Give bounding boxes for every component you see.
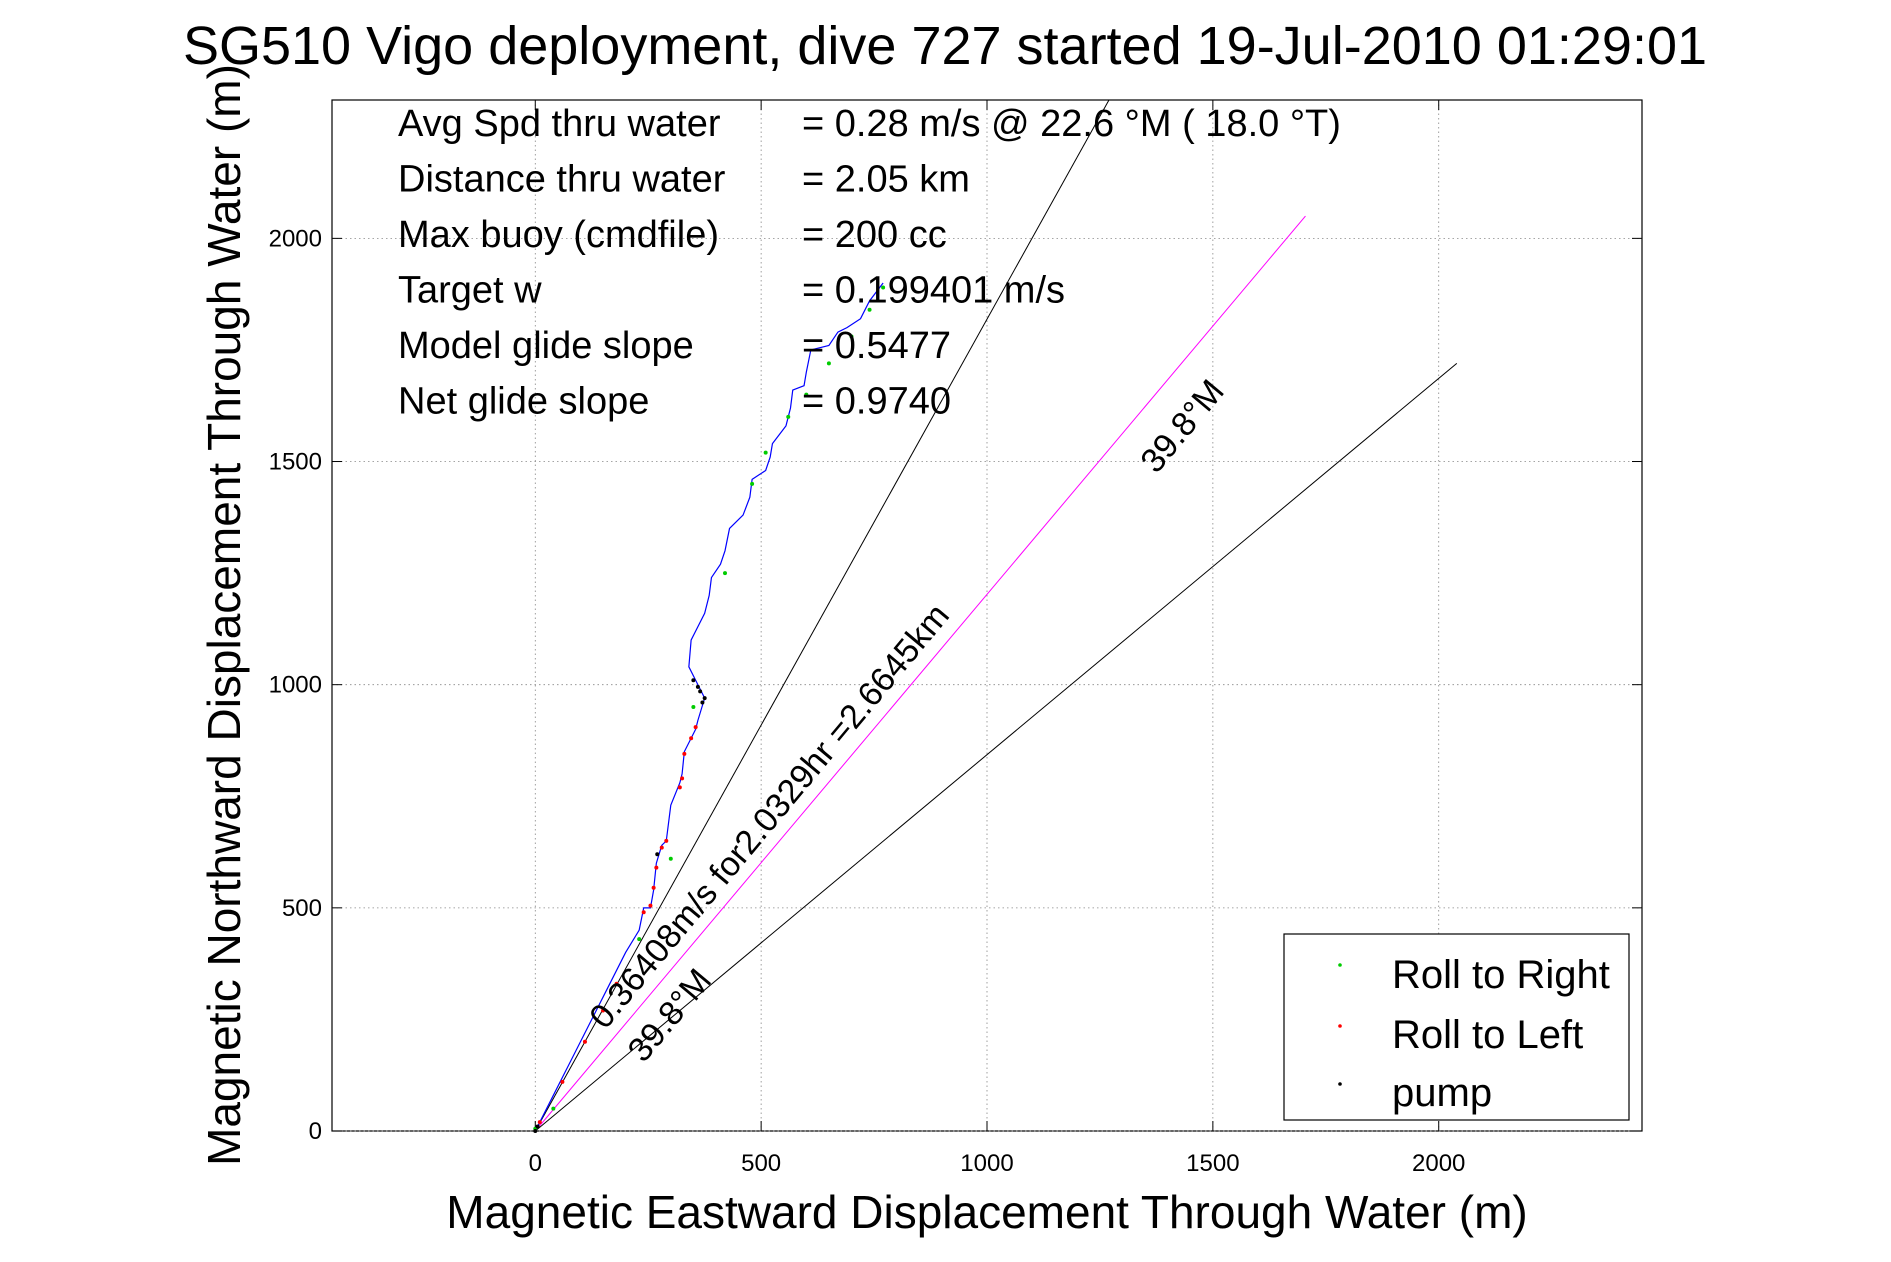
roll-to-right-point — [786, 414, 791, 419]
roll-to-left-point — [614, 981, 619, 986]
roll-to-left-point — [560, 1079, 565, 1084]
x-tick-label: 0 — [529, 1150, 542, 1177]
legend: Roll to Right Roll to Left pump — [1283, 933, 1630, 1121]
reference-lines — [534, 99, 1458, 1132]
y-tick-label: 2000 — [269, 225, 322, 252]
pump-point — [535, 1124, 540, 1129]
info-value: = 200 cc — [802, 214, 947, 256]
x-axis-label: Magnetic Eastward Displacement Through W… — [446, 1186, 1527, 1238]
y-axis-label: Magnetic Northward Displacement Through … — [198, 64, 250, 1166]
roll-to-right-point — [763, 450, 768, 455]
legend-label-pump: pump — [1392, 1071, 1492, 1115]
info-label: Model glide slope — [398, 325, 694, 367]
info-value: = 0.199401 m/s — [802, 270, 1065, 312]
y-tick-label: 500 — [282, 895, 322, 922]
info-label: Target w — [398, 270, 542, 312]
roll-to-left-point — [641, 910, 646, 915]
x-tick-label: 500 — [741, 1150, 781, 1177]
legend-marker-roll-right — [1338, 963, 1342, 967]
legend-marker-roll-left — [1338, 1024, 1342, 1028]
y-tick-labels: 0 500 1000 1500 2000 — [269, 225, 322, 1145]
info-value: = 0.28 m/s @ 22.6 °M ( 18.0 °T) — [802, 103, 1341, 145]
pump-point — [533, 1129, 538, 1133]
roll-to-left-point — [693, 725, 698, 730]
pump-point — [698, 689, 703, 694]
info-label: Net glide slope — [398, 381, 649, 423]
roll-to-left-point — [654, 865, 659, 870]
reference-line — [534, 99, 1110, 1132]
roll-to-right-point — [723, 571, 727, 576]
roll-to-left-point — [680, 776, 685, 781]
pump-point — [702, 696, 707, 701]
pump-point — [655, 852, 660, 857]
roll-to-left-point — [651, 885, 656, 890]
roll-to-right-point — [849, 334, 854, 339]
info-value: = 0.9740 — [802, 381, 951, 423]
roll-to-right-point — [867, 307, 872, 312]
series-markers — [533, 285, 886, 1133]
y-tick-label: 0 — [309, 1118, 322, 1145]
chart-title: SG510 Vigo deployment, dive 727 started … — [183, 16, 1707, 76]
reference-line — [534, 362, 1458, 1132]
roll-to-right-point — [551, 1106, 556, 1111]
legend-label-roll-right: Roll to Right — [1392, 953, 1610, 997]
roll-to-right-point — [637, 937, 642, 942]
roll-to-right-point — [804, 392, 809, 397]
roll-to-left-point — [601, 1008, 606, 1013]
glider-track — [534, 282, 884, 1132]
grid — [332, 100, 1642, 1132]
roll-to-right-point — [826, 361, 831, 366]
legend-label-roll-left: Roll to Left — [1392, 1013, 1583, 1057]
roll-to-left-point — [689, 736, 694, 741]
roll-to-right-point — [750, 481, 755, 486]
info-label: Max buoy (cmdfile) — [398, 214, 719, 256]
pump-point — [691, 678, 696, 683]
x-tick-label: 1000 — [960, 1150, 1013, 1177]
axis-ticks — [332, 100, 1642, 1132]
pump-point — [695, 684, 700, 689]
track-line — [534, 282, 884, 1132]
info-value: = 0.5477 — [802, 325, 951, 367]
roll-to-left-point — [659, 845, 664, 850]
roll-to-right-point — [668, 856, 673, 861]
roll-to-right-point — [691, 704, 696, 709]
y-tick-label: 1500 — [269, 449, 322, 476]
info-block: Avg Spd thru water = 0.28 m/s @ 22.6 °M (… — [398, 103, 1341, 423]
info-label: Avg Spd thru water — [398, 103, 721, 145]
roll-to-left-point — [682, 751, 687, 756]
roll-to-left-point — [648, 903, 653, 908]
roll-to-left-point — [664, 838, 669, 843]
info-label: Distance thru water — [398, 159, 726, 201]
x-tick-label: 2000 — [1412, 1150, 1465, 1177]
y-tick-label: 1000 — [269, 672, 322, 699]
x-tick-label: 1500 — [1186, 1150, 1239, 1177]
info-value: = 2.05 km — [802, 159, 970, 201]
roll-to-left-point — [537, 1120, 542, 1125]
roll-to-left-point — [677, 785, 682, 790]
x-tick-labels: 0 500 1000 1500 2000 — [529, 1150, 1466, 1177]
legend-marker-pump — [1338, 1082, 1342, 1086]
roll-to-left-point — [582, 1039, 587, 1044]
reference-line — [534, 215, 1306, 1132]
roll-to-right-point — [881, 285, 886, 290]
pump-point — [700, 700, 705, 705]
